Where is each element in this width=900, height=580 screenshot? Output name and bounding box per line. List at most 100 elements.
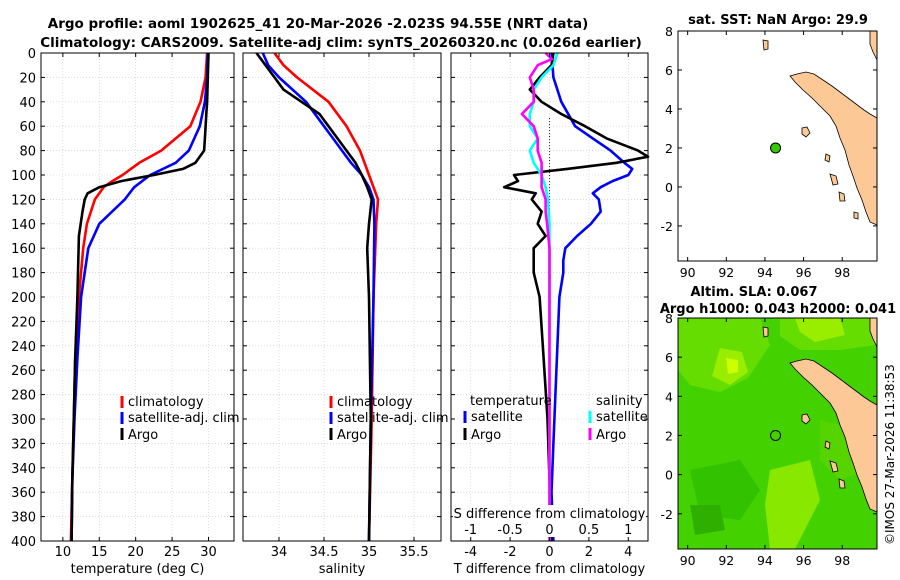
legend-title-temperature: temperature: [470, 394, 552, 409]
x-tick-label: -2: [504, 545, 517, 560]
series-line-t-argo: [502, 52, 650, 542]
map-x-tick-label: 90: [680, 265, 696, 280]
legend-satellite-adj: satellite-adj. clim: [337, 411, 449, 426]
sumatra-land: [789, 358, 878, 513]
temperature-legend: climatology satellite-adj. clim Argo: [120, 395, 240, 443]
sla-blob: [765, 460, 820, 549]
legend-title-salinity: salinity: [596, 394, 643, 409]
map-y-tick-label: 2: [665, 428, 673, 443]
map-x-tick-label: 92: [718, 553, 734, 568]
s-axis-background: [453, 505, 646, 537]
temperature-panel: 10 15 20 25 30 temperature (deg C) 0 20 40 60 80 10…: [11, 47, 235, 577]
figure-title-line1: Argo profile: aoml 1902625_41 20-Mar-202…: [48, 16, 589, 32]
nias-island: [801, 126, 811, 138]
sst-map-title: sat. SST: NaN Argo: 29.9: [688, 13, 868, 28]
map-x-tick-label: 94: [757, 265, 773, 280]
batu-island: [824, 440, 831, 450]
mentawai-island-1: [829, 173, 839, 186]
y-tick-label: 160: [11, 242, 36, 257]
series-line-satellite-adj-clim: [261, 52, 376, 542]
y-tick-label: 320: [11, 437, 36, 452]
map-x-tick-label: 90: [680, 553, 696, 568]
map-y-tick-label: 8: [665, 24, 673, 39]
y-tick-label: 380: [11, 511, 36, 526]
y-tick-label: 360: [11, 486, 36, 501]
sla-map-panel: Altim. SLA: 0.067 Argo h1000: 0.043 h200…: [660, 285, 896, 568]
series-line-t-satellite: [550, 52, 634, 542]
series-line-argo: [70, 52, 210, 542]
mentawai-island-2: [838, 478, 846, 489]
x-axis-label: salinity: [319, 562, 366, 577]
s-tick-label: 0: [545, 523, 553, 538]
x-tick-label: -4: [464, 545, 477, 560]
y-tick-label: 140: [11, 218, 36, 233]
legend-s-argo: Argo: [596, 428, 626, 443]
y-tick-label: 260: [11, 364, 36, 379]
y-tick-label: 0: [28, 47, 36, 62]
sla-blob: [690, 505, 725, 535]
sst-map-ticks: 90 92 94 96 98 -2 0 2 4 6 8: [661, 24, 877, 280]
map-y-tick-label: 6: [665, 63, 673, 78]
salinity-panel: 34 34.5 35 35.5 salinity: [242, 52, 442, 577]
series-line-satellite-adj-clim: [70, 52, 210, 542]
map-x-tick-label: 96: [796, 553, 812, 568]
sla-map-frame: [677, 317, 878, 550]
y-tick-label: 40: [19, 96, 36, 111]
salinity-legend: climatology satellite-adj. clim Argo: [329, 395, 449, 443]
x-tick-label: 34: [271, 545, 288, 560]
map-x-tick-label: 98: [834, 553, 850, 568]
imos-timestamp-label: ©IMOS 27-Mar-2026 11:38:53: [883, 364, 897, 545]
map-y-tick-label: 0: [665, 468, 673, 483]
sla-map-title-line2: Argo h1000: 0.043 h2000: 0.041: [660, 302, 896, 317]
y-tick-label: 100: [11, 169, 36, 184]
small-island: [853, 211, 859, 220]
map-y-tick-label: -2: [661, 507, 673, 522]
x-tick-label: 35: [361, 545, 378, 560]
series-line-s-argo: [520, 52, 554, 541]
difference-panel: -4 -2 0 2 4 T difference from climatology S di…: [450, 52, 650, 577]
x-tick-label: 20: [127, 545, 144, 560]
sla-argo-marker: [770, 429, 782, 441]
y-tick-label: 60: [19, 120, 36, 135]
x-tick-label: 34.5: [310, 545, 339, 560]
s-tick-label: -1: [464, 523, 477, 538]
x-tick-label: 30: [200, 545, 217, 560]
map-x-tick-label: 92: [718, 265, 734, 280]
figure-title-line2: Climatology: CARS2009. Satellite-adj cli…: [40, 35, 642, 51]
simeulue-island: [762, 39, 769, 51]
map-y-tick-label: 4: [665, 389, 673, 404]
y-tick-label: 240: [11, 340, 36, 355]
legend-satellite-adj: satellite-adj. clim: [128, 411, 240, 426]
x-tick-label: 15: [91, 545, 108, 560]
y-tick-label: 180: [11, 267, 36, 282]
s-axis-label: S difference from climatology: [454, 507, 646, 522]
y-tick-label: 200: [11, 291, 36, 306]
map-y-tick-label: 4: [665, 102, 673, 117]
mentawai-island-2: [838, 191, 846, 202]
nias-island: [801, 413, 811, 425]
s-tick-label: 1: [624, 523, 632, 538]
x-axis-label: temperature (deg C): [71, 562, 205, 577]
series-line-argo: [255, 52, 374, 542]
map-y-tick-label: 6: [665, 350, 673, 365]
mentawai-island-1: [829, 460, 839, 473]
legend-t-argo: Argo: [471, 428, 501, 443]
legend-t-satellite: satellite: [471, 410, 523, 425]
sla-map-ticks: 90 92 94 96 98 -2 0 2 4 6 8: [661, 311, 877, 568]
sst-argo-marker: [770, 142, 782, 154]
sla-map-title-line1: Altim. SLA: 0.067: [691, 285, 818, 300]
y-tick-label: 20: [19, 71, 36, 86]
legend-argo: Argo: [337, 428, 367, 443]
sla-blob: [795, 318, 845, 342]
map-y-tick-label: 0: [665, 180, 673, 195]
map-y-tick-label: -2: [661, 219, 673, 234]
simeulue-island: [762, 326, 769, 338]
difference-legend: temperature salinity satellite Argo sate…: [463, 394, 648, 443]
legend-s-satellite: satellite: [596, 410, 648, 425]
map-y-tick-label: 2: [665, 141, 673, 156]
sla-blob: [726, 358, 738, 374]
y-tick-label: 340: [11, 462, 36, 477]
y-tick-label: 400: [11, 535, 36, 550]
sst-map-frame: [677, 30, 878, 262]
